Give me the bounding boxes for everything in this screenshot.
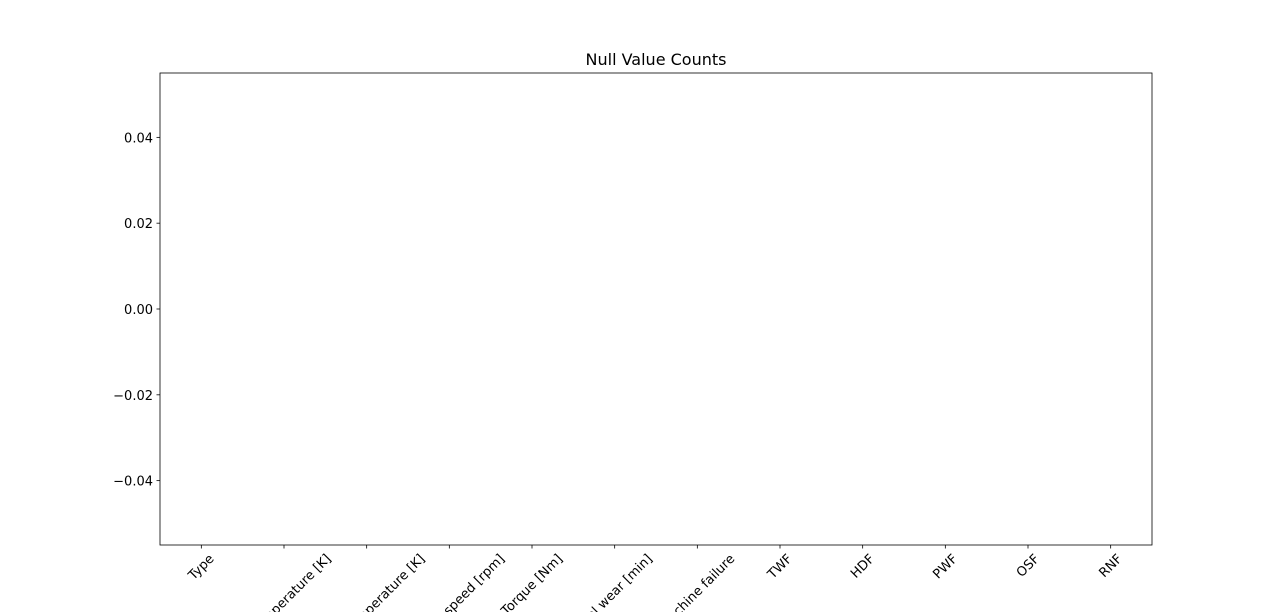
y-tick-label: 0.04 [124,131,153,146]
x-tick-label: RNF [1096,552,1125,581]
x-tick-label: Tool wear [min] [574,552,656,612]
x-tick-label: OSF [1014,552,1043,581]
x-tick-label: Type [185,552,217,584]
chart-title: Null Value Counts [586,50,727,69]
x-tick-label: Torque [Nm] [498,552,566,612]
x-tick-label: Air temperature [K] [234,552,334,612]
x-tick-label: PWF [930,552,961,583]
y-tick-label: −0.04 [113,475,153,490]
y-tick-label: 0.02 [124,217,153,232]
x-tick-label: TWF [764,552,795,583]
y-tick-label: 0.00 [124,303,153,318]
plot-frame [159,72,1153,546]
x-tick-label: HDF [848,552,878,582]
y-tick-label: −0.02 [113,389,153,404]
x-tick-label: Machine failure [657,552,738,612]
